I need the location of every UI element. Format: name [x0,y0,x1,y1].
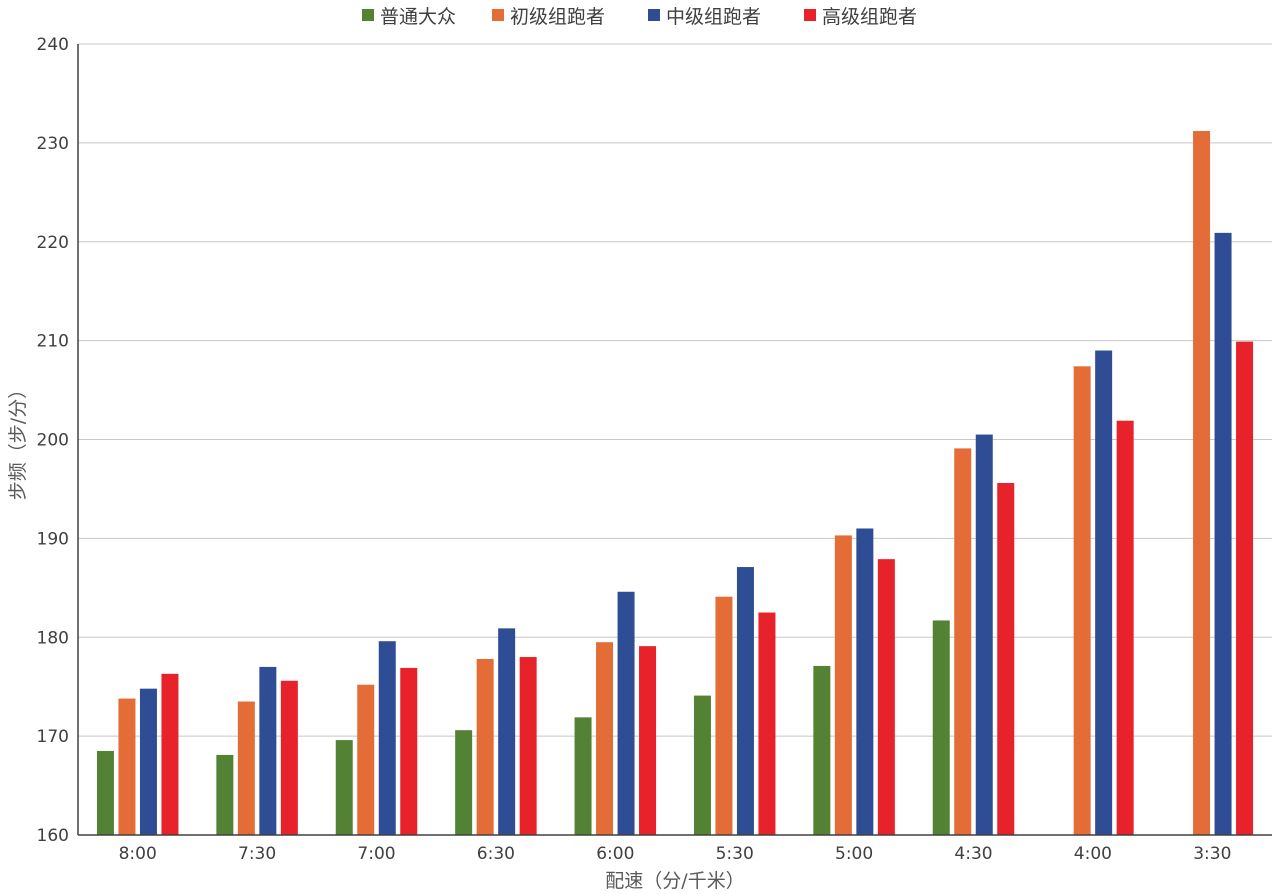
bar-初级组跑者-4:30 [954,448,972,835]
legend-swatch [804,9,816,21]
bar-中级组跑者-5:30 [736,567,754,835]
bar-普通大众-7:00 [335,740,353,835]
legend-swatch [362,9,374,21]
bar-普通大众-4:30 [932,620,950,835]
bar-初级组跑者-6:00 [596,642,614,835]
bar-中级组跑者-4:30 [975,434,993,835]
bar-普通大众-6:00 [574,717,592,835]
bar-初级组跑者-5:00 [834,535,852,835]
bar-中级组跑者-5:00 [856,528,874,835]
bar-高级组跑者-5:30 [758,612,776,835]
y-tick-label: 210 [37,332,69,352]
bar-高级组跑者-7:30 [280,680,298,835]
bar-初级组跑者-6:30 [476,659,494,835]
legend: 普通大众 初级组跑者 中级组跑者 高级组跑者 [362,6,917,28]
bar-高级组跑者-4:00 [1116,420,1134,835]
bar-中级组跑者-7:30 [259,666,277,835]
legend-item: 中级组跑者 [648,6,761,28]
bar-中级组跑者-8:00 [139,688,157,835]
y-tick-label: 170 [37,727,69,747]
bar-高级组跑者-6:30 [519,657,537,835]
y-tick-label: 180 [37,628,69,648]
y-axis-title: 步频（步/分） [7,380,29,500]
gridlines [78,43,1272,737]
bar-中级组跑者-6:00 [617,591,635,835]
bar-高级组跑者-3:30 [1236,341,1254,835]
y-tick-label: 190 [37,529,69,549]
bar-高级组跑者-6:00 [639,646,657,835]
x-tick-label: 3:30 [1193,844,1231,864]
bar-普通大众-6:30 [455,730,473,835]
bar-高级组跑者-8:00 [161,673,179,835]
x-tick-label: 6:30 [477,844,515,864]
y-tick-label: 230 [37,134,69,154]
legend-item: 普通大众 [362,6,456,28]
x-tick-label: 7:30 [238,844,276,864]
bar-初级组跑者-7:00 [357,684,375,835]
bar-普通大众-5:00 [813,665,831,835]
legend-item: 初级组跑者 [492,6,605,28]
bar-中级组跑者-7:00 [378,641,396,835]
bar-初级组跑者-3:30 [1193,131,1211,835]
legend-label: 高级组跑者 [822,6,917,28]
y-tick-label: 220 [37,233,69,253]
y-tick-labels: 160 170 180 190 200 210 220 230 240 [37,35,69,846]
legend-item: 高级组跑者 [804,6,917,28]
x-tick-label: 5:00 [835,844,873,864]
bar-高级组跑者-4:30 [997,483,1015,835]
bar-初级组跑者-4:00 [1073,366,1091,835]
bar-高级组跑者-7:00 [400,667,418,835]
bar-中级组跑者-4:00 [1095,350,1113,835]
legend-swatch [648,9,660,21]
y-tick-label: 160 [37,826,69,846]
y-tick-label: 240 [37,35,69,55]
x-tick-label: 8:00 [119,844,157,864]
legend-label: 初级组跑者 [510,6,605,28]
legend-swatch [492,9,504,21]
bar-普通大众-8:00 [96,750,114,835]
bars [96,131,1254,835]
bar-中级组跑者-3:30 [1214,232,1232,835]
bar-普通大众-5:30 [693,695,711,835]
bar-初级组跑者-7:30 [237,701,255,835]
legend-label: 普通大众 [380,6,456,28]
y-tick-label: 200 [37,431,69,451]
x-tick-label: 6:00 [596,844,634,864]
x-axis-title: 配速（分/千米） [605,870,744,892]
bar-初级组跑者-8:00 [118,698,136,835]
x-tick-label: 4:30 [954,844,992,864]
bar-中级组跑者-6:30 [498,628,516,835]
bar-初级组跑者-5:30 [715,596,733,835]
bar-高级组跑者-5:00 [877,559,895,835]
legend-label: 中级组跑者 [666,6,761,28]
axes [77,44,1272,836]
x-tick-label: 4:00 [1074,844,1112,864]
x-tick-label: 7:00 [357,844,395,864]
bar-普通大众-7:30 [216,754,234,835]
x-tick-label: 5:30 [716,844,754,864]
x-tick-labels: 8:00 7:30 7:00 6:30 6:00 5:30 5:00 4:30 4:00 3:30 [119,844,1232,864]
